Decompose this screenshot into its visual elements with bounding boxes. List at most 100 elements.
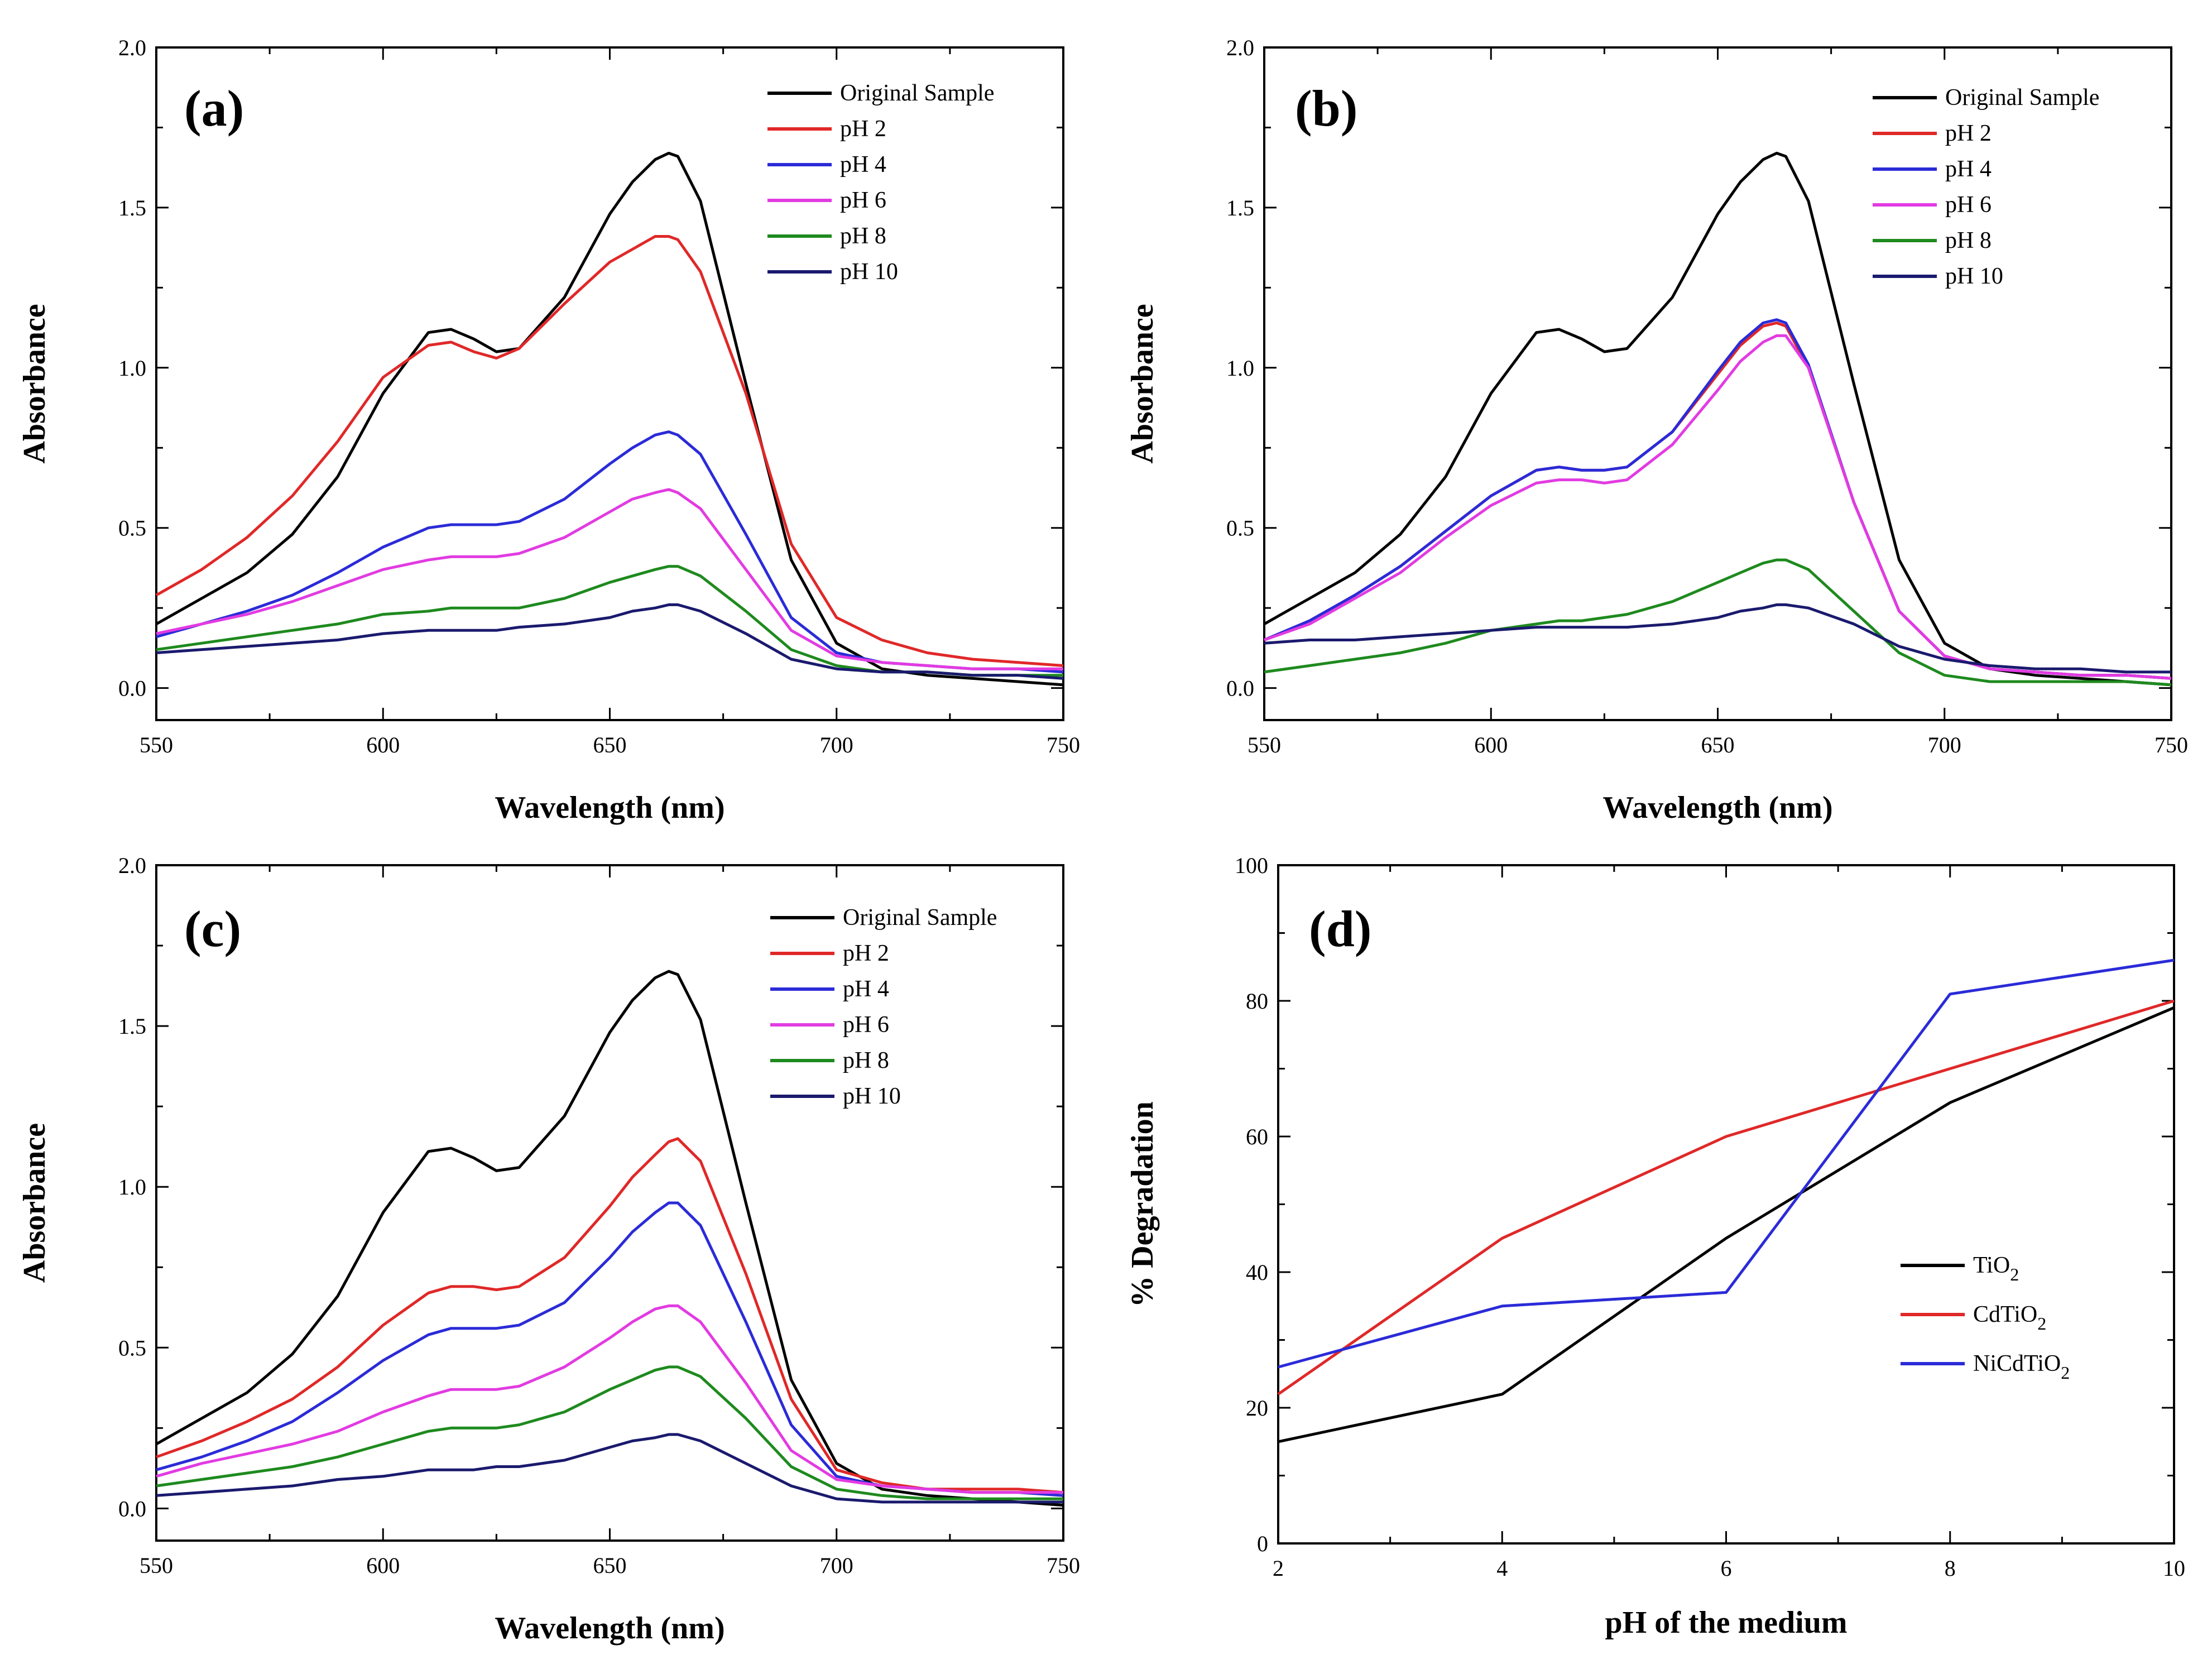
legend-label: pH 8 — [840, 223, 886, 249]
panel-label: (d) — [1309, 900, 1371, 957]
y-axis-label: % Degradation — [1125, 1101, 1160, 1307]
legend-label: pH 10 — [843, 1083, 901, 1109]
x-tick-label: 650 — [593, 1553, 627, 1578]
y-tick-label: 1.0 — [118, 356, 146, 381]
series-line-ph-2 — [155, 235, 1064, 667]
legend-entry: NiCdTiO2 — [1973, 1351, 2070, 1383]
legend-entry: pH 8 — [840, 223, 886, 249]
legend-entry: pH 2 — [840, 116, 886, 142]
x-axis-label: Wavelength (nm) — [1602, 790, 1832, 825]
x-tick-label: 550 — [140, 732, 173, 757]
legend-entry: pH 6 — [840, 188, 886, 213]
y-tick-label: 0.5 — [118, 516, 146, 541]
x-tick-label: 10 — [2163, 1556, 2185, 1581]
legend-entry: pH 6 — [1945, 192, 1992, 218]
legend-subscript: 2 — [2010, 1264, 2019, 1284]
legend-label: Original Sample — [840, 80, 994, 106]
legend-entry: Original Sample — [840, 80, 994, 106]
legend-entry: Original Sample — [843, 905, 997, 931]
legend-label: pH 6 — [840, 188, 886, 213]
y-tick-label: 40 — [1246, 1260, 1268, 1285]
x-tick-label: 6 — [1721, 1556, 1732, 1581]
y-tick-label: 0.0 — [1226, 676, 1254, 701]
legend-entry: pH 4 — [1945, 156, 1992, 182]
legend-label: CdTiO — [1973, 1302, 2037, 1327]
legend-label: pH 6 — [843, 1012, 889, 1038]
series-line-ph-10 — [156, 603, 1064, 680]
y-tick-label: 1.5 — [1226, 195, 1254, 220]
legend-label: NiCdTiO — [1973, 1351, 2061, 1377]
x-tick-label: 700 — [820, 1553, 853, 1578]
legend-entry: pH 10 — [843, 1083, 901, 1109]
legend-label: Original Sample — [843, 905, 997, 931]
y-tick-label: 0 — [1257, 1531, 1268, 1556]
series-line-ph-10 — [1264, 603, 2171, 674]
x-tick-label: 700 — [820, 732, 853, 757]
x-tick-label: 4 — [1496, 1556, 1508, 1581]
x-tick-label: 750 — [2155, 732, 2188, 757]
x-tick-label: 600 — [366, 1553, 400, 1578]
y-tick-label: 20 — [1246, 1395, 1268, 1421]
legend-entry: pH 6 — [843, 1012, 889, 1038]
x-tick-label: 550 — [1247, 732, 1281, 757]
legend-label: pH 8 — [843, 1048, 889, 1073]
legend-entry: pH 4 — [843, 976, 889, 1002]
legend-label: pH 2 — [1945, 121, 1992, 146]
series-line-ph-8 — [156, 1365, 1063, 1500]
x-axis-label: Wavelength (nm) — [495, 790, 724, 825]
legend-label: pH 6 — [1945, 192, 1992, 218]
legend-label: pH 4 — [1945, 156, 1992, 182]
y-tick-label: 2.0 — [118, 35, 146, 60]
panel-c: 550 600 650 700 750 0.0 0.5 1.0 1.5 2.0 Original S… — [17, 853, 1080, 1646]
x-tick-label: 750 — [1047, 1553, 1080, 1578]
legend-entry: TiO2 — [1973, 1253, 2019, 1284]
y-tick-label: 0.0 — [118, 1496, 146, 1521]
y-tick-label: 2.0 — [118, 853, 146, 878]
x-tick-label: 8 — [1945, 1556, 1956, 1581]
series-line-original-sample — [155, 151, 1064, 687]
x-axis-label: pH of the medium — [1605, 1605, 1848, 1640]
series-line-ph-6 — [156, 1304, 1063, 1494]
legend-entry: pH 8 — [1945, 228, 1992, 253]
legend-label: pH 10 — [1945, 263, 2003, 289]
panel-b: 550 600 650 700 750 0.0 0.5 1.0 1.5 2.0 Original S… — [1125, 35, 2188, 825]
x-tick-label: 650 — [1701, 732, 1735, 757]
legend-subscript: 2 — [2061, 1363, 2070, 1383]
panel-a: 550 600 650 700 750 0.0 0.5 1.0 1.5 2.0 Original S… — [17, 35, 1080, 825]
y-tick-label: 2.0 — [1226, 35, 1254, 60]
legend-label: pH 4 — [840, 152, 886, 178]
x-axis-label: Wavelength (nm) — [495, 1611, 724, 1646]
legend-entry: pH 10 — [840, 259, 898, 285]
series-line-ph-6 — [1264, 334, 2172, 680]
legend-entry: pH 8 — [843, 1048, 889, 1073]
panel-label: (b) — [1295, 80, 1357, 137]
series-line-ph-2 — [156, 1137, 1064, 1494]
x-tick-label: 650 — [593, 732, 627, 757]
legend-entry: pH 10 — [1945, 263, 2003, 289]
legend-label: TiO — [1973, 1253, 2010, 1278]
legend-subscript: 2 — [2037, 1313, 2046, 1334]
y-axis-label: Absorbance — [17, 304, 52, 463]
series-line-tio — [1278, 1006, 2175, 1443]
legend-label: pH 2 — [843, 941, 889, 966]
legend-entry: pH 2 — [1945, 121, 1992, 146]
panel-label: (c) — [184, 900, 241, 957]
y-tick-label: 1.5 — [118, 195, 146, 220]
series-line-nicdtio — [1278, 958, 2175, 1369]
series-line-ph-10 — [156, 1433, 1063, 1504]
panel-d: 2 4 6 8 10020406080100TiO2CdTiO2NiCdTiO2(d)p… — [1125, 853, 2185, 1640]
legend-entry: Original Sample — [1945, 85, 2099, 111]
y-axis-label: Absorbance — [1125, 304, 1160, 463]
x-tick-label: 700 — [1928, 732, 1961, 757]
legend-entry: CdTiO2 — [1973, 1302, 2046, 1334]
x-tick-label: 2 — [1273, 1556, 1284, 1581]
series-line-ph-8 — [1264, 558, 2172, 687]
legend-label: pH 8 — [1945, 228, 1992, 253]
y-axis-label: Absorbance — [17, 1123, 52, 1283]
series-line-ph-6 — [156, 488, 1063, 670]
x-tick-label: 550 — [140, 1553, 173, 1578]
y-tick-label: 80 — [1246, 989, 1268, 1014]
y-tick-label: 100 — [1235, 853, 1268, 878]
y-tick-label: 0.0 — [118, 676, 146, 701]
